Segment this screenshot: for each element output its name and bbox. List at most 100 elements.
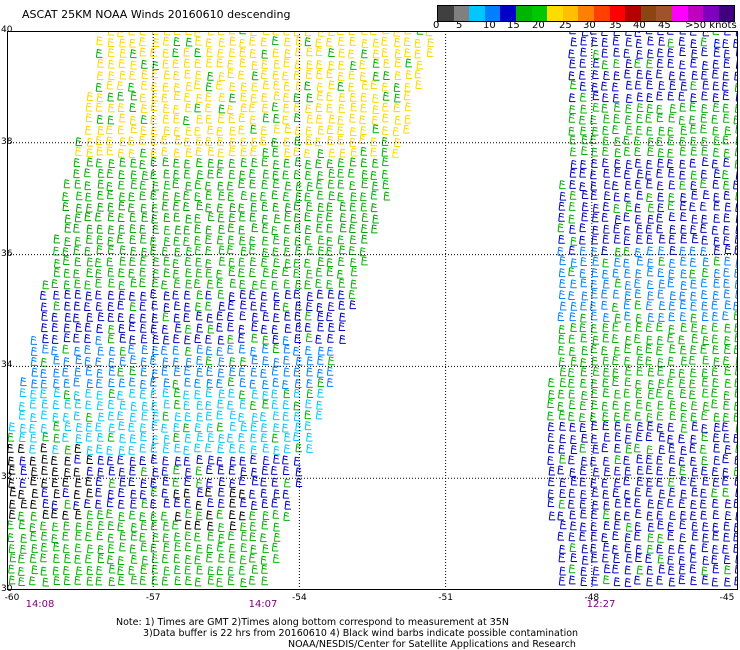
wind-barb [306,378,313,388]
wind-barb [107,432,115,442]
wind-barb [228,169,236,179]
wind-barb [42,509,50,519]
wind-barb [568,201,576,211]
wind-barb [238,412,245,422]
wind-barb [163,70,171,80]
wind-barb [317,355,324,365]
wind-barb [117,555,125,565]
wind-barb [161,246,169,256]
wind-barb [283,389,290,399]
wind-barb [174,456,182,466]
wind-map[interactable] [7,31,738,590]
wind-barb [107,290,115,300]
wind-barb [623,135,630,145]
wind-barb [8,564,15,574]
wind-barb [86,92,94,101]
wind-barb [73,301,81,311]
wind-barb [580,489,587,499]
wind-barb [701,289,708,299]
wind-barb [679,170,686,180]
wind-barb [216,346,224,356]
wind-barb [570,236,578,246]
wind-barb [129,456,137,466]
wind-barb [635,322,643,332]
wind-barb [86,312,94,322]
wind-barb [8,575,16,585]
wind-barb [207,455,215,465]
wind-barb [118,280,126,290]
wind-barb [18,566,25,576]
wind-barb [260,555,268,565]
wind-barb [118,499,125,509]
wind-barb [381,136,389,146]
wind-barb [603,312,610,322]
wind-barb [691,401,698,411]
wind-barb [262,311,270,321]
wind-barb [107,190,114,200]
wind-barb [713,47,721,57]
wind-barb [40,389,47,399]
wind-barb [229,488,237,498]
wind-barb [86,148,93,158]
wind-barb [722,467,729,477]
wind-barb [306,114,314,124]
wind-barb [249,168,256,178]
wind-barb [229,410,237,420]
wind-barb [568,334,576,344]
wind-barb [173,70,180,80]
wind-barb [229,443,236,453]
wind-barb [601,443,609,453]
wind-barb [119,245,127,255]
wind-barb [273,59,281,69]
wind-barb [173,114,180,124]
wind-barb [229,478,236,488]
wind-barb [689,355,696,365]
wind-barb [713,245,721,255]
wind-barb [194,334,201,343]
wind-barb [327,289,335,299]
wind-barb [404,82,411,92]
wind-barb [52,412,59,422]
wind-barb [735,554,738,564]
wind-barb [293,411,301,421]
wind-barb [579,81,587,91]
wind-barb [700,37,708,47]
wind-barb [196,201,203,211]
wind-barb [317,170,324,180]
wind-barb [689,564,697,574]
wind-barb [624,377,632,387]
wind-barb [723,49,731,59]
wind-barb [151,553,159,563]
wind-barb [591,268,599,278]
wind-barb [240,157,248,167]
wind-barb [283,444,291,454]
wind-barb [139,135,146,145]
note-line-3: NOAA/NESDIS/Center for Satellite Applica… [288,639,576,650]
wind-barb [735,47,738,57]
wind-barb [249,575,256,585]
wind-barb [140,323,147,333]
wind-barb [689,257,697,267]
wind-barb [163,36,170,46]
wind-barb [702,401,710,411]
wind-barb [151,421,158,431]
wind-barb [612,181,619,191]
wind-barb [240,82,248,92]
wind-barb [262,236,269,246]
wind-barb [393,31,400,37]
wind-barb [733,38,738,48]
wind-barb [205,181,212,191]
wind-barb [239,58,247,68]
wind-barb [173,36,181,46]
wind-barb [273,357,280,367]
wind-barb [722,81,729,91]
wind-barb [614,498,622,508]
wind-barb [152,345,159,355]
wind-barb [559,421,566,431]
wind-barb [95,278,102,288]
wind-barb [250,93,258,103]
wind-barb [570,279,577,289]
wind-barb [151,575,159,585]
wind-barb [393,82,401,92]
wind-barb [271,498,278,508]
